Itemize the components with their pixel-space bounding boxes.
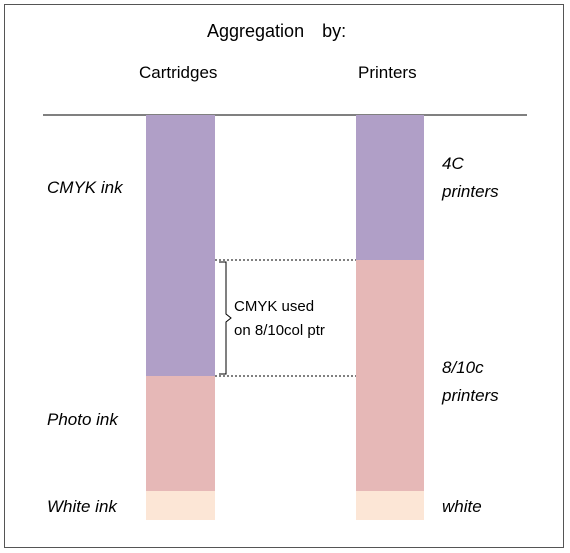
label-cmyk-ink: CMYK ink [47,178,123,197]
cmyk-used-brace [219,261,232,375]
cartridges-white-segment [146,491,215,520]
printers-4c-segment [356,115,424,260]
label-white-printers: white [442,497,482,516]
label-810c-printers: 8/10c printers [442,358,499,405]
printers-810c-segment [356,260,424,491]
label-photo-ink: Photo ink [47,410,118,429]
cartridges-photo-segment [146,376,215,491]
printers-white-segment [356,491,424,520]
column-header-printers: Printers [358,63,417,82]
diagram-frame [4,4,564,548]
label-cmyk-used: CMYK used on 8/10col ptr [234,298,325,339]
diagram-title: Aggregation by: [207,21,346,41]
title-part-aggregation: Aggregation [207,21,305,41]
column-header-cartridges: Cartridges [139,63,218,82]
cartridges-cmyk-segment [146,115,215,376]
label-4c-printers: 4C printers [442,154,499,201]
label-white-ink: White ink [47,497,117,516]
title-part-by: by: [322,21,347,41]
